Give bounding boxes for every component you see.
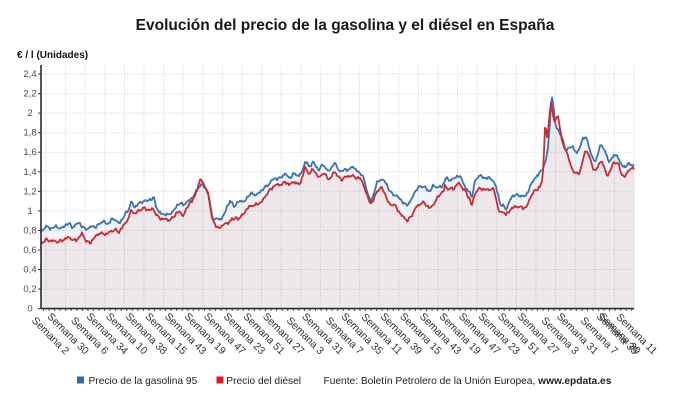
svg-text:0,6: 0,6 xyxy=(23,245,36,256)
svg-text:Precio del diésel: Precio del diésel xyxy=(226,376,301,387)
svg-text:1,8: 1,8 xyxy=(23,128,36,139)
svg-text:Precio de la gasolina 95: Precio de la gasolina 95 xyxy=(89,376,198,387)
svg-text:1: 1 xyxy=(27,206,32,217)
svg-text:1,4: 1,4 xyxy=(23,167,36,178)
svg-text:2,4: 2,4 xyxy=(23,69,36,80)
svg-text:€ / l (Unidades): € / l (Unidades) xyxy=(17,50,88,61)
svg-text:1,2: 1,2 xyxy=(23,186,36,197)
svg-text:1,6: 1,6 xyxy=(23,147,36,158)
svg-text:0,8: 0,8 xyxy=(23,225,36,236)
svg-text:2: 2 xyxy=(27,108,32,119)
svg-text:Evolución del precio de la gas: Evolución del precio de la gasolina y el… xyxy=(136,17,555,34)
svg-text:0: 0 xyxy=(27,304,32,315)
svg-text:0,4: 0,4 xyxy=(23,265,36,276)
svg-text:Fuente: Boletín Petrolero de l: Fuente: Boletín Petrolero de la Unión Eu… xyxy=(324,376,612,387)
svg-text:2,2: 2,2 xyxy=(23,89,36,100)
svg-text:0,2: 0,2 xyxy=(23,284,36,295)
